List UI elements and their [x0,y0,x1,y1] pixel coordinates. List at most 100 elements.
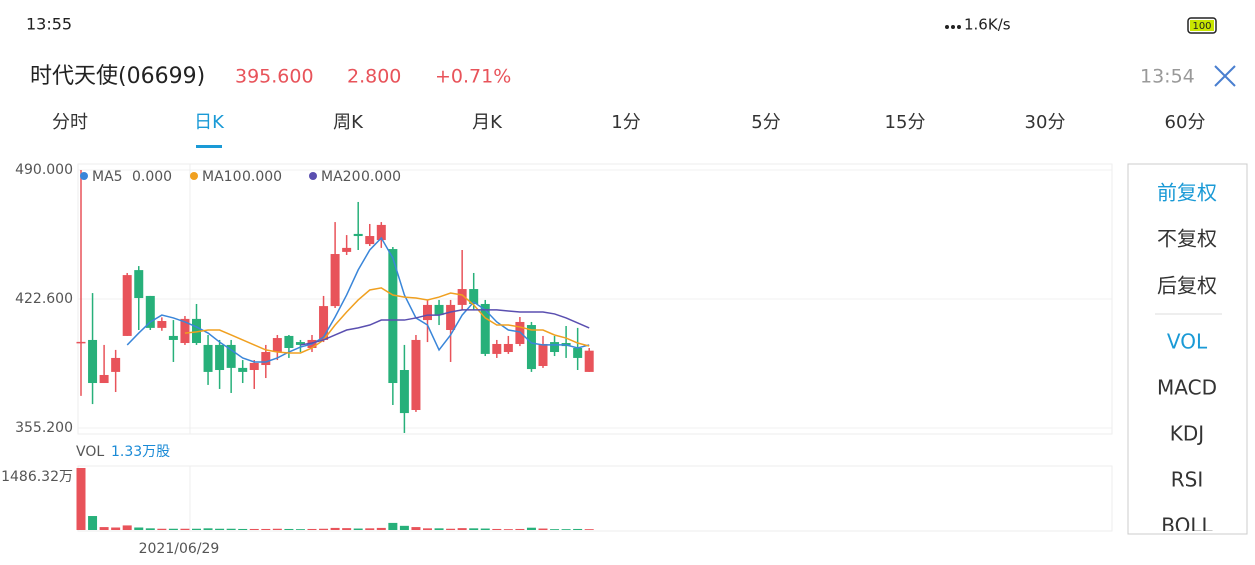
tab[interactable]: 30分 [1025,112,1066,133]
volume-bar [550,529,560,530]
volume-bar [238,528,248,530]
candle-body [226,344,236,368]
volume-bar [538,528,548,530]
candle-body [353,233,363,237]
candle-body [122,275,132,336]
tab[interactable]: 5分 [751,112,780,133]
volume-bar [423,528,432,530]
volume-bar [376,527,386,530]
legend-dot [80,172,88,180]
candle-body [88,339,98,384]
side-item[interactable]: MACD [1157,376,1217,400]
tab[interactable]: 分时 [52,112,88,133]
candle-body [492,343,502,354]
ma-line [184,287,590,354]
side-item[interactable]: VOL [1167,330,1208,354]
volume-bar [573,528,583,530]
tab[interactable]: 60分 [1165,112,1206,133]
tab-indicator [196,145,222,148]
tab[interactable]: 1分 [611,112,640,133]
candle-body [180,318,190,344]
volume-bar [399,525,409,530]
candle-body [584,350,594,372]
header-time: 13:54 [1140,66,1195,88]
candle-body [376,224,386,241]
network-speed: 1.6K/s [964,16,1011,34]
volume-bar [446,528,456,530]
side-item[interactable]: BOLL [1161,514,1213,538]
legend-dot [309,172,317,180]
side-item[interactable]: 不复权 [1157,227,1217,251]
volume-bar [330,527,340,530]
candle-body [526,325,536,370]
candle-body [145,295,155,328]
volume-bar [492,528,502,530]
status-time: 13:55 [26,15,72,34]
candle-body [480,303,490,354]
volume-bar [99,527,109,530]
side-item[interactable]: 前复权 [1157,181,1217,205]
vol-label: VOL [76,444,104,460]
candle-body [192,318,201,344]
candle-body [538,343,548,366]
candle-body [550,342,560,353]
tabs: 分时 日K 周K 月K 1分 5分 15分 30分 60分 [52,112,1205,148]
dot [957,25,961,29]
volume-bar [215,528,225,530]
volume-bar [584,529,594,530]
volume-bar [203,528,213,530]
candle-body [515,321,525,344]
vol-tick-label: 1486.32万 [1,469,73,485]
volume-bar [180,528,190,530]
candle-body [330,254,340,307]
battery [1187,17,1217,34]
candle-body [388,249,398,384]
volume-panel [77,465,1113,532]
tab[interactable]: 15分 [885,112,926,133]
candle-body [503,343,513,353]
battery-level [1190,20,1214,31]
candle-body [295,342,305,345]
side-item[interactable]: KDJ [1170,422,1204,446]
candle-body [365,236,375,245]
volume-bar [122,525,132,530]
volume-bar [561,529,571,530]
volume-bar [76,468,86,530]
legend-name: MA20 [321,169,360,185]
change: 2.800 [347,66,401,88]
y-tick-label: 355.200 [15,420,73,436]
volume-bar [388,522,398,530]
tab[interactable]: 日K [194,112,225,133]
stock-name: 时代天使(06699) [30,64,205,89]
volume-bar [307,528,317,530]
volume-bar [526,527,536,530]
side-panel [1127,163,1248,535]
volume-bar [469,528,479,530]
side-item[interactable]: 后复权 [1157,274,1217,298]
candle-body [457,289,467,305]
volume-bar [295,529,305,530]
legend-value: 0.000 [242,169,282,185]
legend-dot [190,172,198,180]
candle-body [261,352,271,366]
volume-bar [261,528,271,530]
close-button[interactable] [1214,65,1236,87]
change-pct: +0.71% [435,66,511,88]
candle-body [319,306,329,340]
volume-bar [192,528,201,530]
candle-body [399,370,409,414]
side-item[interactable]: RSI [1171,468,1204,492]
candle-body [76,341,86,344]
candle-body [168,335,178,340]
tab[interactable]: 月K [472,112,503,133]
candle-body [99,374,109,384]
candle-body [423,304,432,321]
tab[interactable]: 周K [333,112,364,133]
volume-bar [226,528,236,530]
volume-bar [168,528,178,530]
candle-body [284,335,294,348]
legend-name: MA10 [202,169,241,185]
